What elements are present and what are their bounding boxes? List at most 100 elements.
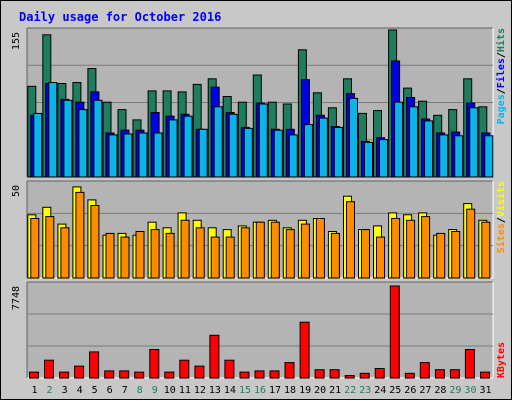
y-max-label-kbytes: 7748: [11, 286, 22, 310]
x-tick-label-day-7: 7: [122, 385, 128, 396]
bar-sites-day-22: [346, 201, 355, 279]
bar-sites-day-3: [60, 227, 70, 279]
bar-pages-day-15: [243, 127, 253, 178]
bar-kbytes-day-3: [59, 371, 70, 379]
bar-sites-day-30: [466, 208, 476, 279]
legend-kbytes: KBytes: [496, 342, 507, 378]
bar-sites-day-29: [451, 231, 461, 279]
bar-kbytes-day-2: [44, 359, 54, 379]
legend-entry-hits: Hits: [495, 28, 507, 52]
legend-entry-slash: /: [496, 52, 507, 58]
x-tick-label-day-2: 2: [47, 385, 53, 396]
bar-pages-day-17: [273, 129, 283, 178]
bar-kbytes-day-24: [374, 368, 385, 379]
x-tick-label-day-4: 4: [77, 385, 83, 396]
bar-kbytes-day-8: [134, 371, 145, 379]
x-tick-label-day-19: 19: [299, 385, 311, 396]
bar-sites-day-13: [210, 236, 220, 279]
bar-sites-day-26: [406, 219, 416, 279]
bar-kbytes-day-23: [359, 372, 370, 379]
x-tick-label-day-11: 11: [179, 385, 191, 396]
bar-pages-day-3: [63, 99, 73, 178]
bar-pages-day-26: [409, 106, 419, 178]
bar-kbytes-day-19: [299, 321, 310, 379]
bar-pages-day-5: [93, 99, 103, 178]
bar-pages-day-27: [424, 120, 434, 178]
bar-sites-day-7: [120, 236, 130, 279]
x-tick-label-day-30: 30: [464, 385, 476, 396]
y-max-label-visits-sites: 50: [11, 185, 22, 197]
bar-kbytes-day-14: [224, 359, 235, 379]
x-tick-label-day-22: 22: [344, 385, 356, 396]
bar-sites-day-1: [30, 218, 40, 279]
bar-kbytes-day-4: [74, 365, 85, 379]
chart-title: Daily usage for October 2016: [19, 10, 221, 24]
x-tick-label-day-6: 6: [107, 385, 113, 396]
x-tick-label-day-18: 18: [284, 385, 296, 396]
bar-sites-day-23: [361, 229, 370, 279]
bar-pages-day-11: [183, 115, 193, 178]
bar-sites-day-14: [225, 236, 235, 279]
x-tick-label-day-23: 23: [359, 385, 371, 396]
x-tick-label-day-20: 20: [314, 385, 326, 396]
bar-sites-day-18: [285, 229, 295, 279]
plot-area-kbytes: [27, 282, 493, 378]
bar-sites-day-28: [436, 232, 446, 279]
bar-pages-day-23: [364, 141, 373, 178]
bar-kbytes-day-18: [284, 362, 295, 379]
bar-pages-day-12: [198, 128, 208, 178]
bar-kbytes-day-9: [149, 349, 160, 379]
legend-entry-pages: Pages: [496, 94, 507, 124]
bar-pages-day-7: [123, 133, 133, 178]
bar-pages-day-25: [394, 101, 404, 178]
bar-pages-day-29: [454, 135, 464, 178]
bar-sites-day-25: [391, 218, 401, 279]
bar-kbytes-day-6: [104, 370, 115, 379]
bar-pages-day-6: [108, 134, 118, 178]
legend-entry-slash: /: [496, 88, 507, 94]
bar-kbytes-day-20: [314, 369, 325, 379]
bar-sites-day-6: [105, 232, 115, 279]
legend-entry-visits: Visits: [495, 181, 507, 217]
bar-sites-day-10: [165, 232, 175, 279]
bar-pages-day-19: [303, 124, 313, 178]
x-tick-label-day-21: 21: [329, 385, 341, 396]
bar-sites-day-31: [481, 221, 491, 279]
bar-sites-day-21: [330, 232, 340, 279]
bar-kbytes-day-22: [344, 375, 355, 379]
bar-kbytes-day-10: [164, 371, 175, 379]
x-tick-label-day-10: 10: [164, 385, 176, 396]
x-tick-label-day-15: 15: [239, 385, 251, 396]
bar-kbytes-day-26: [404, 372, 415, 379]
x-tick-label-day-29: 29: [449, 385, 461, 396]
bar-pages-day-1: [33, 112, 43, 178]
x-tick-label-day-28: 28: [434, 385, 446, 396]
bar-sites-day-15: [240, 227, 250, 279]
bar-pages-day-30: [469, 107, 479, 178]
bar-kbytes-day-28: [434, 369, 445, 379]
bar-sites-day-5: [90, 205, 100, 279]
legend-entry-slash: /: [496, 217, 507, 223]
bar-kbytes-day-1: [29, 371, 39, 379]
bar-sites-day-2: [45, 216, 55, 279]
bar-sites-day-4: [75, 191, 85, 279]
x-tick-label-day-14: 14: [224, 385, 236, 396]
x-tick-label-day-3: 3: [62, 385, 68, 396]
bar-pages-day-24: [379, 139, 388, 178]
bar-kbytes-day-30: [464, 349, 475, 379]
bar-pages-day-10: [168, 119, 178, 178]
bar-pages-day-21: [333, 126, 343, 178]
bar-kbytes-day-12: [194, 365, 205, 379]
x-tick-label-day-25: 25: [389, 385, 401, 396]
bar-kbytes-day-29: [449, 369, 460, 379]
x-tick-label-day-5: 5: [92, 385, 98, 396]
bar-pages-day-9: [153, 132, 163, 178]
bar-pages-day-2: [48, 82, 58, 178]
bar-kbytes-day-7: [119, 370, 130, 379]
x-tick-label-day-12: 12: [194, 385, 206, 396]
bar-pages-day-4: [78, 109, 88, 178]
bar-kbytes-day-11: [179, 359, 190, 379]
bar-pages-day-16: [258, 103, 268, 178]
